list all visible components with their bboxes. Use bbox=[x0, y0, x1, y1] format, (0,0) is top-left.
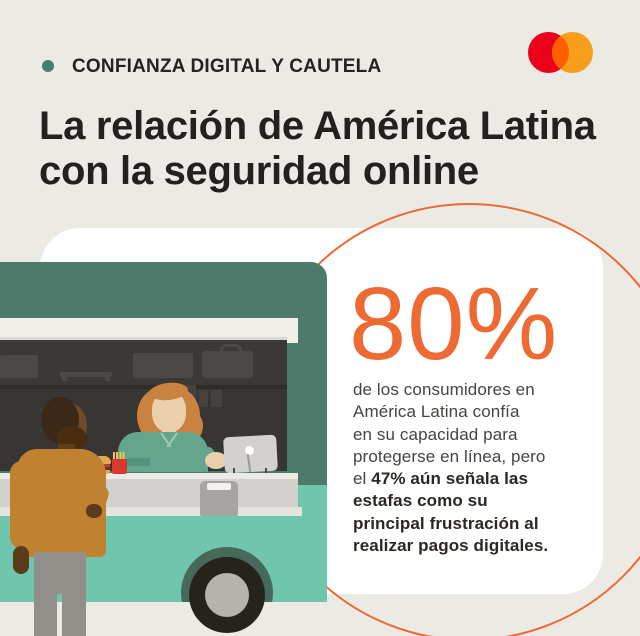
wheel-hub bbox=[205, 573, 249, 617]
counter-base bbox=[0, 507, 302, 516]
customer-hand bbox=[13, 546, 29, 574]
burger-icon bbox=[93, 456, 111, 464]
vendor-woman-hand bbox=[205, 452, 227, 469]
customer-arm bbox=[10, 461, 35, 549]
tray-foot bbox=[105, 376, 110, 381]
eyebrow-dot-icon bbox=[42, 60, 54, 72]
awning-end-cap bbox=[287, 318, 298, 343]
stat-value: 80% bbox=[349, 266, 559, 381]
shelf-divider bbox=[0, 385, 287, 389]
shelf-box-icon bbox=[133, 353, 193, 378]
customer-hand bbox=[86, 504, 102, 518]
eyebrow-label: CONFIANZA DIGITAL Y CAUTELA bbox=[72, 56, 382, 77]
mastercard-overlap-lens bbox=[552, 32, 569, 73]
mastercard-logo-icon bbox=[528, 32, 594, 74]
briefcase-icon bbox=[202, 351, 253, 378]
truck-awning bbox=[0, 318, 298, 337]
counter-top-edge bbox=[0, 473, 298, 479]
briefcase-handle-icon bbox=[220, 344, 242, 357]
laptop-logo-dot bbox=[245, 446, 254, 455]
page-title-line2: con la seguridad online bbox=[39, 149, 479, 193]
pos-terminal-slot bbox=[207, 483, 231, 490]
customer-leg bbox=[62, 590, 86, 636]
shelf-box-icon bbox=[0, 355, 38, 378]
page-title-line1: La relación de América Latina bbox=[39, 104, 596, 148]
stat-description: de los consumidores en América Latina con… bbox=[353, 380, 549, 556]
shelf-item bbox=[211, 390, 222, 407]
mastercard-orange-circle bbox=[552, 32, 593, 73]
customer-pants bbox=[34, 552, 86, 594]
tray-foot bbox=[62, 376, 67, 381]
shelf-tray-icon bbox=[60, 372, 112, 377]
fries-icon bbox=[113, 452, 126, 460]
awning-shadow bbox=[0, 337, 298, 340]
customer-leg bbox=[34, 590, 57, 636]
fries-box bbox=[112, 459, 127, 474]
page-title: La relación de América Latina con la seg… bbox=[39, 104, 596, 194]
shelf-item bbox=[199, 390, 208, 407]
shirt-pocket bbox=[127, 458, 150, 466]
